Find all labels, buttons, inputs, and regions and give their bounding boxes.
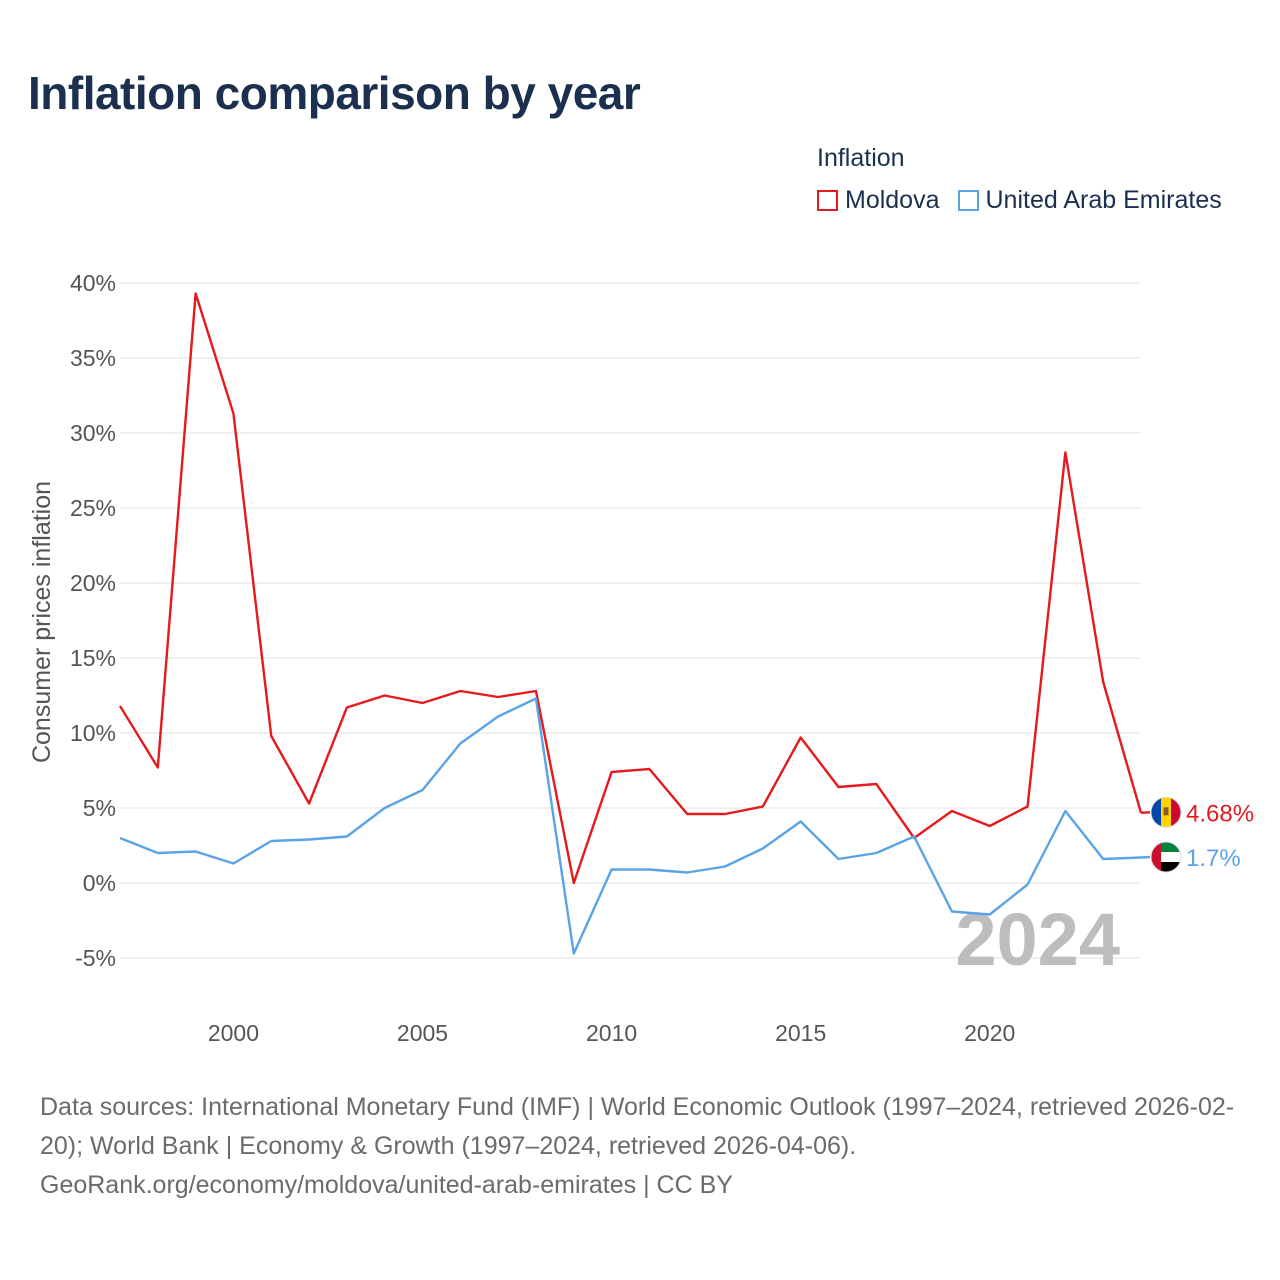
end-value-label: 1.7% — [1186, 845, 1241, 872]
y-tick-label: 35% — [70, 345, 116, 371]
legend: Moldova United Arab Emirates — [817, 186, 1240, 215]
y-tick-label: 40% — [70, 270, 116, 296]
legend-item-moldova[interactable]: Moldova — [817, 186, 940, 215]
data-sources: Data sources: International Monetary Fun… — [40, 1093, 1235, 1160]
y-tick-label: 25% — [70, 495, 116, 521]
end-value-label: 4.68% — [1186, 800, 1254, 827]
end-connector — [1140, 855, 1151, 859]
legend-swatch-uae — [957, 190, 979, 211]
y-tick-label: 5% — [83, 795, 116, 821]
grid-lines — [120, 282, 1141, 959]
series-line-uae — [119, 697, 1142, 955]
y-tick-label: 10% — [70, 720, 116, 746]
end-connector — [1140, 811, 1151, 814]
line-chart: -5% 0% 5% 10% 15% 20% 25% 30% 35% 40% 2000 2005 201… — [28, 270, 1254, 1046]
moldova-flag-icon — [1150, 796, 1182, 828]
y-tick-label: 30% — [70, 420, 116, 446]
credit-link[interactable]: GeoRank.org/economy/moldova/united-arab-… — [40, 1171, 733, 1199]
legend-item-uae[interactable]: United Arab Emirates — [957, 186, 1222, 215]
year-marker: 2024 — [955, 898, 1120, 981]
x-tick-label: 2015 — [775, 1020, 826, 1046]
x-tick-label: 2005 — [397, 1020, 448, 1046]
y-axis-ticks: -5% 0% 5% 10% 15% 20% 25% 30% 35% 40% — [70, 270, 116, 971]
uae-flag-icon — [1150, 841, 1182, 873]
series-lines — [118, 292, 1143, 955]
y-tick-label: 20% — [70, 570, 116, 596]
x-axis-ticks: 2000 2005 2010 2015 2020 — [208, 1020, 1015, 1046]
y-axis-label: Consumer prices inflation — [28, 481, 56, 763]
series-line-moldova — [118, 292, 1143, 885]
end-labels: 4.68% 1.7% — [1140, 796, 1254, 873]
x-tick-label: 2010 — [586, 1020, 637, 1046]
legend-swatch-moldova — [817, 190, 838, 211]
x-tick-label: 2000 — [208, 1020, 259, 1046]
y-tick-label: 15% — [70, 645, 116, 671]
y-tick-label: -5% — [75, 945, 116, 971]
legend-label-uae: United Arab Emirates — [985, 186, 1222, 214]
legend-title: Inflation — [817, 144, 905, 172]
y-tick-label: 0% — [83, 870, 116, 896]
legend-label-moldova: Moldova — [845, 186, 940, 214]
chart-title: Inflation comparison by year — [28, 67, 641, 119]
footer: Data sources: International Monetary Fun… — [40, 1088, 1250, 1205]
x-tick-label: 2020 — [964, 1020, 1015, 1046]
